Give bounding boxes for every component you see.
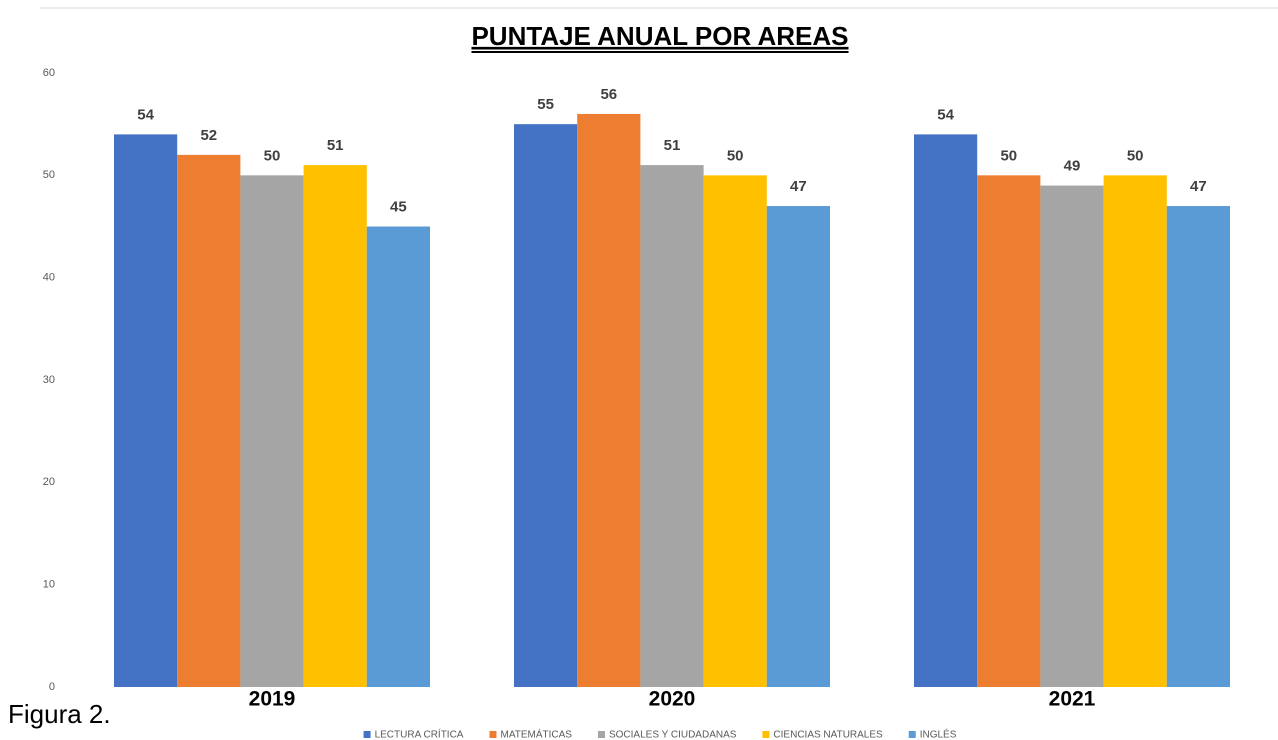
bar [1103,175,1167,688]
y-tick-label: 40 [43,272,55,284]
data-label: 50 [1000,147,1017,164]
y-tick-label: 30 [43,374,55,386]
y-tick-label: 0 [49,681,55,693]
bar [1166,206,1230,688]
data-label: 55 [537,96,554,113]
data-label: 50 [264,147,281,164]
annotation: Figura 2. [8,699,111,729]
data-label: 52 [200,127,217,144]
bar [1040,185,1104,688]
y-tick-label: 50 [43,169,55,181]
legend-swatch [363,731,371,738]
bar [303,165,367,688]
x-tick-label: 2019 [249,688,296,711]
bar [514,124,578,687]
chart-title: PUNTAJE ANUAL POR AREAS [471,21,848,51]
data-label: 54 [937,106,954,123]
x-tick-label: 2020 [649,688,696,711]
data-label: 54 [137,106,154,123]
bar [766,206,830,688]
legend-label: MATEMÁTICAS [500,728,572,740]
bar [240,175,304,688]
data-label: 45 [390,198,407,215]
legend-label: CIENCIAS NATURALES [773,730,883,740]
bar [977,175,1041,688]
data-label: 47 [790,178,807,195]
bar [640,165,704,688]
bar [914,134,978,687]
y-tick-label: 20 [43,476,55,488]
bar [577,113,641,687]
bar [366,226,430,687]
data-label: 47 [1190,178,1207,195]
y-tick-label: 10 [43,579,55,591]
data-label: 51 [327,137,344,154]
legend-swatch [762,731,770,738]
data-label: 56 [600,86,617,103]
legend-swatch [489,731,497,738]
legend-swatch [597,731,605,738]
bar [703,175,767,688]
data-label: 50 [1127,147,1144,164]
data-label: 51 [664,137,681,154]
data-label: 49 [1064,158,1081,175]
legend-label: INGLÉS [920,728,957,740]
legend-label: SOCIALES Y CIUDADANAS [609,730,737,740]
bar [114,134,178,687]
legend-swatch [908,731,916,738]
data-label: 50 [727,147,744,164]
legend-label: LECTURA CRÍTICA [375,728,464,740]
bar [177,154,241,687]
x-tick-label: 2021 [1049,688,1096,711]
y-tick-label: 60 [43,67,55,79]
